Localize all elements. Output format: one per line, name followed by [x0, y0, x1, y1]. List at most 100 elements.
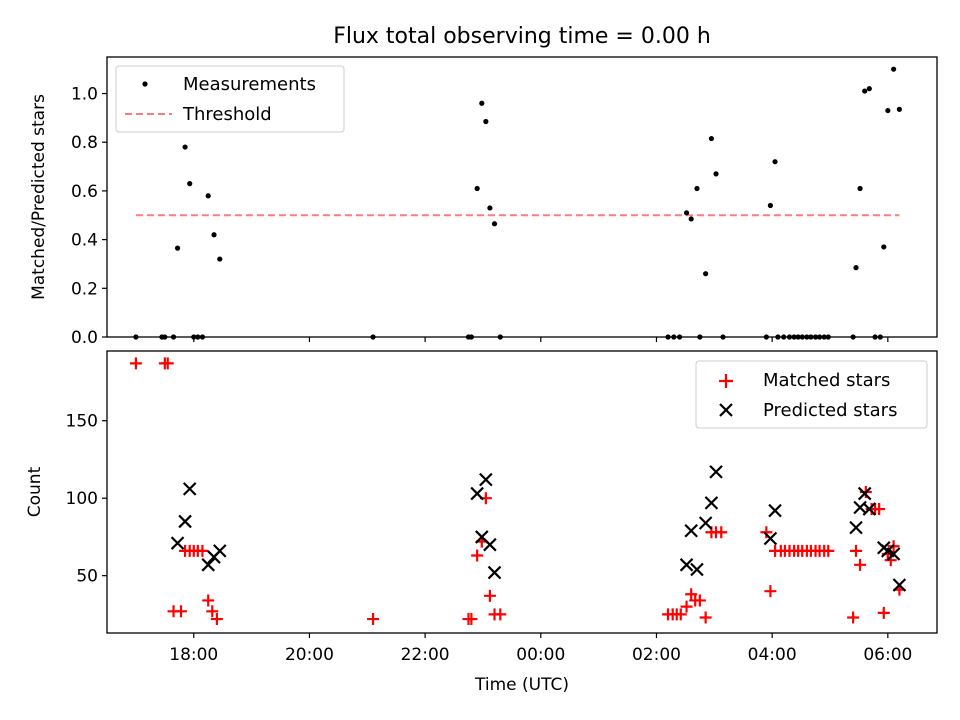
predicted-star-marker: [704, 496, 719, 510]
measurement-point: [174, 245, 181, 251]
measurement-point: [866, 86, 872, 92]
bottom-x-tick-label: 20:00: [285, 645, 334, 665]
predicted-star-marker: [886, 547, 901, 561]
measurement-point: [479, 100, 485, 106]
predicted-star-marker: [470, 486, 484, 501]
measurement-point: [713, 171, 719, 177]
matched-star-marker: [760, 526, 773, 539]
bottom-y-tick-label: 50: [76, 567, 98, 587]
measurement-point: [881, 244, 887, 250]
legend-predicted-marker: [719, 403, 733, 417]
top-plot-area: 0.0 0.2 0.4 0.6 0.8 1.0: [71, 66, 903, 348]
measurement-point: [891, 66, 897, 72]
measurement-point: [683, 210, 690, 216]
measurement-point: [767, 202, 774, 209]
bottom-legend: Matched stars Predicted stars: [695, 360, 928, 429]
matched-star-marker: [175, 605, 188, 618]
top-y-tick-label: 0.2: [71, 279, 98, 299]
bottom-x-tick-label: 22:00: [401, 645, 450, 665]
top-axes-frame: [106, 56, 938, 338]
top-y-tick-label: 0.4: [71, 231, 98, 251]
predicted-star-marker: [768, 503, 782, 518]
matched-star-marker: [693, 594, 706, 607]
predicted-star-marker: [483, 537, 497, 552]
predicted-star-marker: [763, 531, 778, 546]
measurement-point: [703, 271, 709, 277]
predicted-star-marker: [690, 562, 704, 577]
matched-star-marker: [483, 589, 496, 602]
matched-star-marker: [161, 357, 174, 370]
measurement-point: [857, 185, 863, 192]
bottom-legend-box: [695, 360, 928, 429]
matched-star-marker: [674, 608, 687, 621]
matched-star-marker: [129, 357, 142, 370]
measurement-point: [211, 232, 217, 238]
top-legend: Measurements Threshold: [115, 65, 345, 133]
predicted-star-marker: [857, 486, 872, 501]
bottom-y-tick-label: 150: [66, 412, 98, 432]
matched-star-marker: [715, 526, 728, 539]
predicted-star-marker: [178, 514, 192, 529]
predicted-star-marker: [479, 472, 493, 487]
predicted-star-marker: [201, 558, 215, 572]
top-y-tick-label: 1.0: [71, 85, 98, 105]
matched-star-marker: [206, 605, 219, 618]
matched-star-marker: [873, 503, 886, 516]
matched-star-marker: [494, 608, 507, 621]
predicted-star-marker: [862, 502, 877, 516]
matched-star-marker: [877, 606, 890, 619]
measurement-point: [862, 88, 868, 94]
measurement-point: [205, 193, 211, 199]
matched-star-marker: [699, 611, 712, 624]
measurement-point: [772, 159, 778, 165]
bottom-x-tick-label: 00:00: [516, 645, 565, 665]
bottom-x-tick-label: 02:00: [632, 645, 681, 665]
legend-measurements-label: Measurements: [183, 74, 316, 95]
top-legend-box: [115, 65, 345, 133]
bottom-y-tick-label: 100: [66, 489, 98, 509]
predicted-star-marker: [698, 516, 713, 530]
top-chart-title: Flux total observing time = 0.00 h: [333, 24, 711, 49]
predicted-star-marker: [487, 565, 502, 580]
legend-measurements-marker: [142, 81, 148, 87]
measurement-point: [491, 221, 498, 227]
bottom-x-tick-label: 06:00: [863, 645, 912, 665]
measurement-point: [885, 107, 891, 114]
predicted-star-marker: [684, 523, 698, 538]
measurement-point: [187, 181, 193, 187]
predicted-star-marker: [182, 482, 197, 496]
measurement-point: [708, 135, 715, 142]
measurement-point: [688, 216, 694, 222]
top-y-tick-label: 0.8: [71, 133, 98, 153]
predicted-star-marker: [709, 465, 723, 479]
measurement-point: [483, 118, 489, 125]
matched-star-marker: [196, 544, 209, 557]
matched-star-marker: [202, 594, 215, 607]
top-y-tick-label: 0.0: [71, 328, 98, 348]
bottom-plot-area: 50 100 150 18:00 20:00 22:00 00:00 02:00 04:00 06…: [66, 357, 912, 665]
matched-star-marker: [854, 558, 867, 571]
bottom-x-tick-label: 04:00: [748, 645, 797, 665]
top-y-axis-label: Matched/Predicted stars: [29, 94, 49, 300]
matched-star-marker: [847, 611, 860, 624]
matched-star-marker: [685, 588, 698, 601]
matched-star-marker: [822, 544, 835, 557]
matched-star-marker: [465, 613, 478, 626]
legend-threshold-label: Threshold: [182, 104, 272, 125]
top-y-tick-label: 0.6: [71, 182, 98, 202]
predicted-star-marker: [892, 578, 907, 592]
predicted-star-marker: [849, 520, 863, 535]
measurement-point: [487, 205, 493, 211]
matched-star-marker: [764, 585, 777, 598]
matched-star-marker: [850, 544, 863, 557]
predicted-star-marker: [170, 536, 185, 550]
matched-star-marker: [680, 600, 693, 613]
measurement-point: [853, 265, 859, 271]
measurement-point: [182, 144, 188, 150]
predicted-star-marker: [213, 544, 227, 558]
predicted-star-marker: [679, 558, 694, 572]
measurement-point: [217, 256, 223, 262]
measurement-point: [896, 106, 903, 112]
matched-star-marker: [367, 613, 380, 626]
